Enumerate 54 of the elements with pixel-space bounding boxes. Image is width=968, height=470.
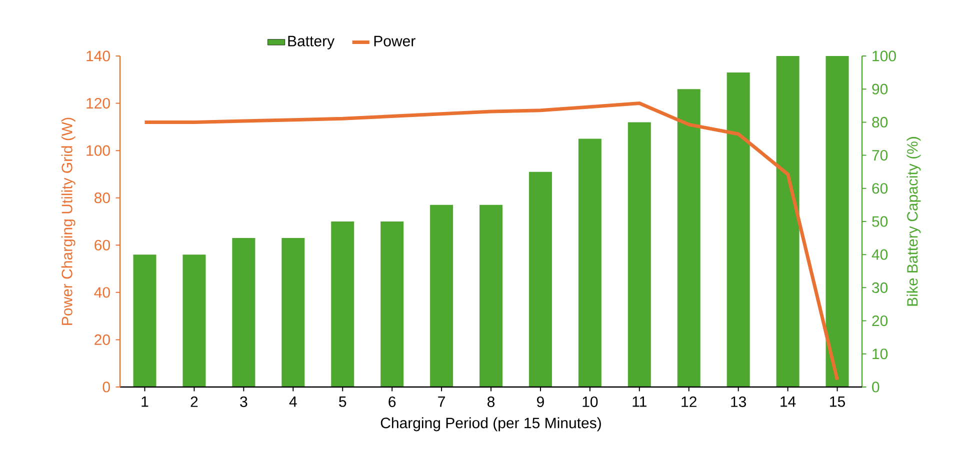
y2-axis-title: Bike Battery Capacity (%) — [906, 137, 921, 306]
y-tick-label: 0 — [102, 382, 110, 392]
y2-tick-label: 80 — [872, 116, 888, 128]
y2-tick-label: 90 — [872, 84, 888, 94]
x-tick-label: 13 — [731, 396, 746, 408]
y-tick-label: 60 — [94, 240, 110, 250]
x-tick-label: 8 — [487, 396, 495, 408]
bar — [528, 172, 552, 387]
y-tick-label: 140 — [86, 50, 110, 62]
x-tick-label: 4 — [289, 396, 297, 407]
x-tick-label: 6 — [388, 396, 396, 408]
bar — [380, 221, 404, 387]
x-tick-label: 9 — [537, 396, 544, 408]
y2-tick-label: 70 — [872, 150, 888, 161]
bar — [776, 56, 800, 387]
y2-tick-label: 30 — [872, 282, 888, 293]
bar — [182, 254, 206, 387]
y2-tick-label: 40 — [872, 249, 888, 260]
bar — [282, 238, 305, 387]
x-axis-title: Charging Period (per 15 Minutes) — [380, 417, 601, 432]
x-tick-label: 7 — [438, 396, 445, 407]
y2-tick-label: 100 — [872, 50, 896, 62]
bar — [331, 221, 354, 387]
legend-label: Battery — [288, 36, 335, 50]
bar — [480, 204, 503, 387]
x-tick-label: 1 — [142, 396, 148, 407]
y2-tick-label: 60 — [872, 183, 888, 194]
y-axis-title: Power Charging Utility Grid (W) — [61, 118, 76, 325]
y-tick-label: 20 — [94, 334, 110, 346]
bar — [628, 122, 651, 387]
bar — [677, 89, 700, 387]
bar — [133, 254, 156, 387]
x-tick-label: 10 — [582, 396, 598, 408]
y2-tick-label: 50 — [872, 216, 888, 227]
y2-tick-label: 10 — [872, 348, 888, 360]
x-tick-label: 15 — [830, 396, 845, 407]
bar — [578, 138, 602, 387]
x-tick-label: 12 — [682, 396, 696, 407]
y-tick-label: 120 — [86, 98, 110, 109]
x-tick-label: 14 — [780, 396, 796, 407]
x-tick-label: 2 — [190, 396, 198, 407]
legend-label: Power — [374, 36, 416, 46]
y-tick-label: 100 — [86, 145, 110, 156]
y2-tick-label: 0 — [872, 382, 880, 392]
bar — [726, 72, 750, 387]
y-tick-label: 80 — [94, 192, 110, 204]
x-tick-label: 3 — [240, 396, 248, 408]
y-tick-label: 40 — [94, 287, 110, 298]
x-tick-label: 11 — [632, 396, 646, 407]
y2-tick-label: 20 — [872, 315, 888, 326]
bar — [232, 238, 256, 387]
bar — [430, 204, 454, 387]
x-tick-label: 5 — [339, 396, 346, 407]
bar — [826, 56, 849, 387]
